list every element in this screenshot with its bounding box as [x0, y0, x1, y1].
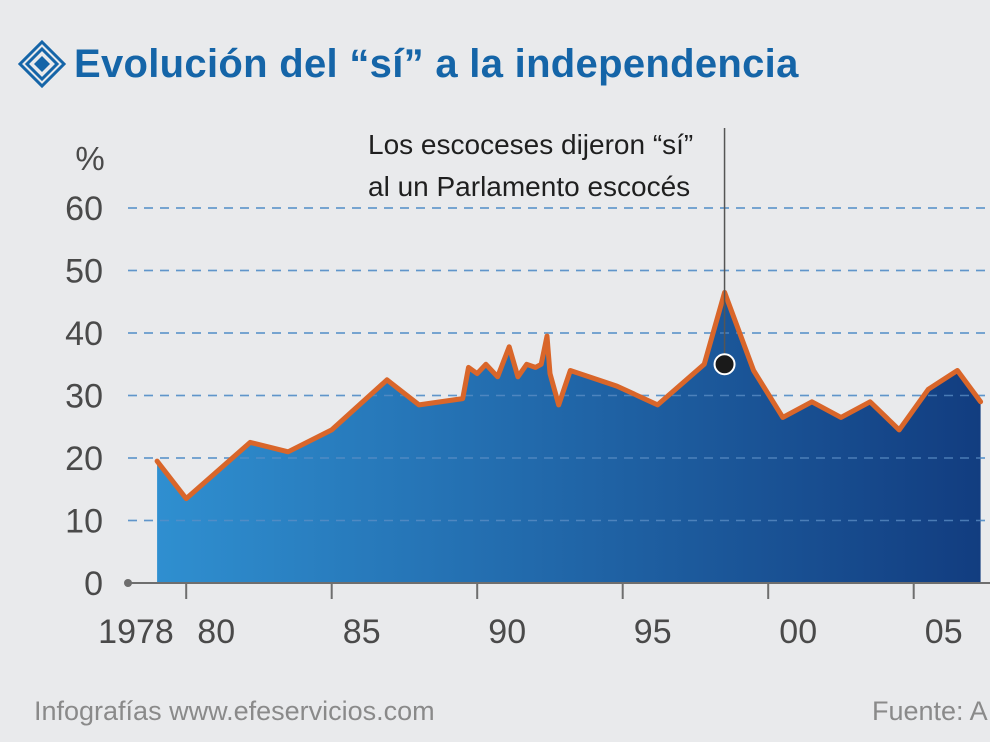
y-tick-label: 0: [84, 565, 103, 603]
x-tick-label: 80: [197, 613, 235, 651]
chart-header: Evolución del “sí” a la independencia: [18, 34, 799, 94]
x-tick-label: 00: [779, 613, 817, 651]
chart-title: Evolución del “sí” a la independencia: [74, 41, 799, 86]
y-tick-label: 20: [65, 440, 103, 478]
x-tick-label: 05: [925, 613, 963, 651]
x-tick-label: 1978: [98, 613, 174, 651]
y-tick-label: 30: [65, 378, 103, 416]
x-tick-label: 95: [634, 613, 672, 651]
x-tick-label: 85: [343, 613, 381, 651]
annotation-text-line-1: Los escoceses dijeron “sí”: [368, 129, 693, 160]
y-tick-label: 40: [65, 315, 103, 353]
y-axis-unit: %: [75, 140, 104, 177]
footer-credit: Infografías www.efeservicios.com: [34, 696, 435, 726]
annotation-text-line-2: al un Parlamento escocés: [368, 171, 690, 202]
y-tick-label: 50: [65, 253, 103, 291]
x-axis-ticks: 1978 80 85 90 95 00 05: [98, 583, 963, 651]
y-axis-ticks: 0 10 20 30 40 50 60: [65, 190, 103, 603]
y-tick-label: 10: [65, 503, 103, 541]
annotation-marker: [713, 353, 736, 376]
x-tick-label: 90: [488, 613, 526, 651]
area-chart: 1978 80 85 90 95 00 05 0 10 20 30 40 50 60 % Los esc…: [65, 128, 990, 651]
y-tick-label: 60: [65, 190, 103, 228]
footer-source: Fuente: A: [872, 696, 988, 726]
series-area: [157, 292, 981, 583]
series-line: [154, 289, 984, 502]
diamond-logo-icon: [18, 40, 66, 88]
x-axis-origin-dot: [124, 579, 132, 587]
